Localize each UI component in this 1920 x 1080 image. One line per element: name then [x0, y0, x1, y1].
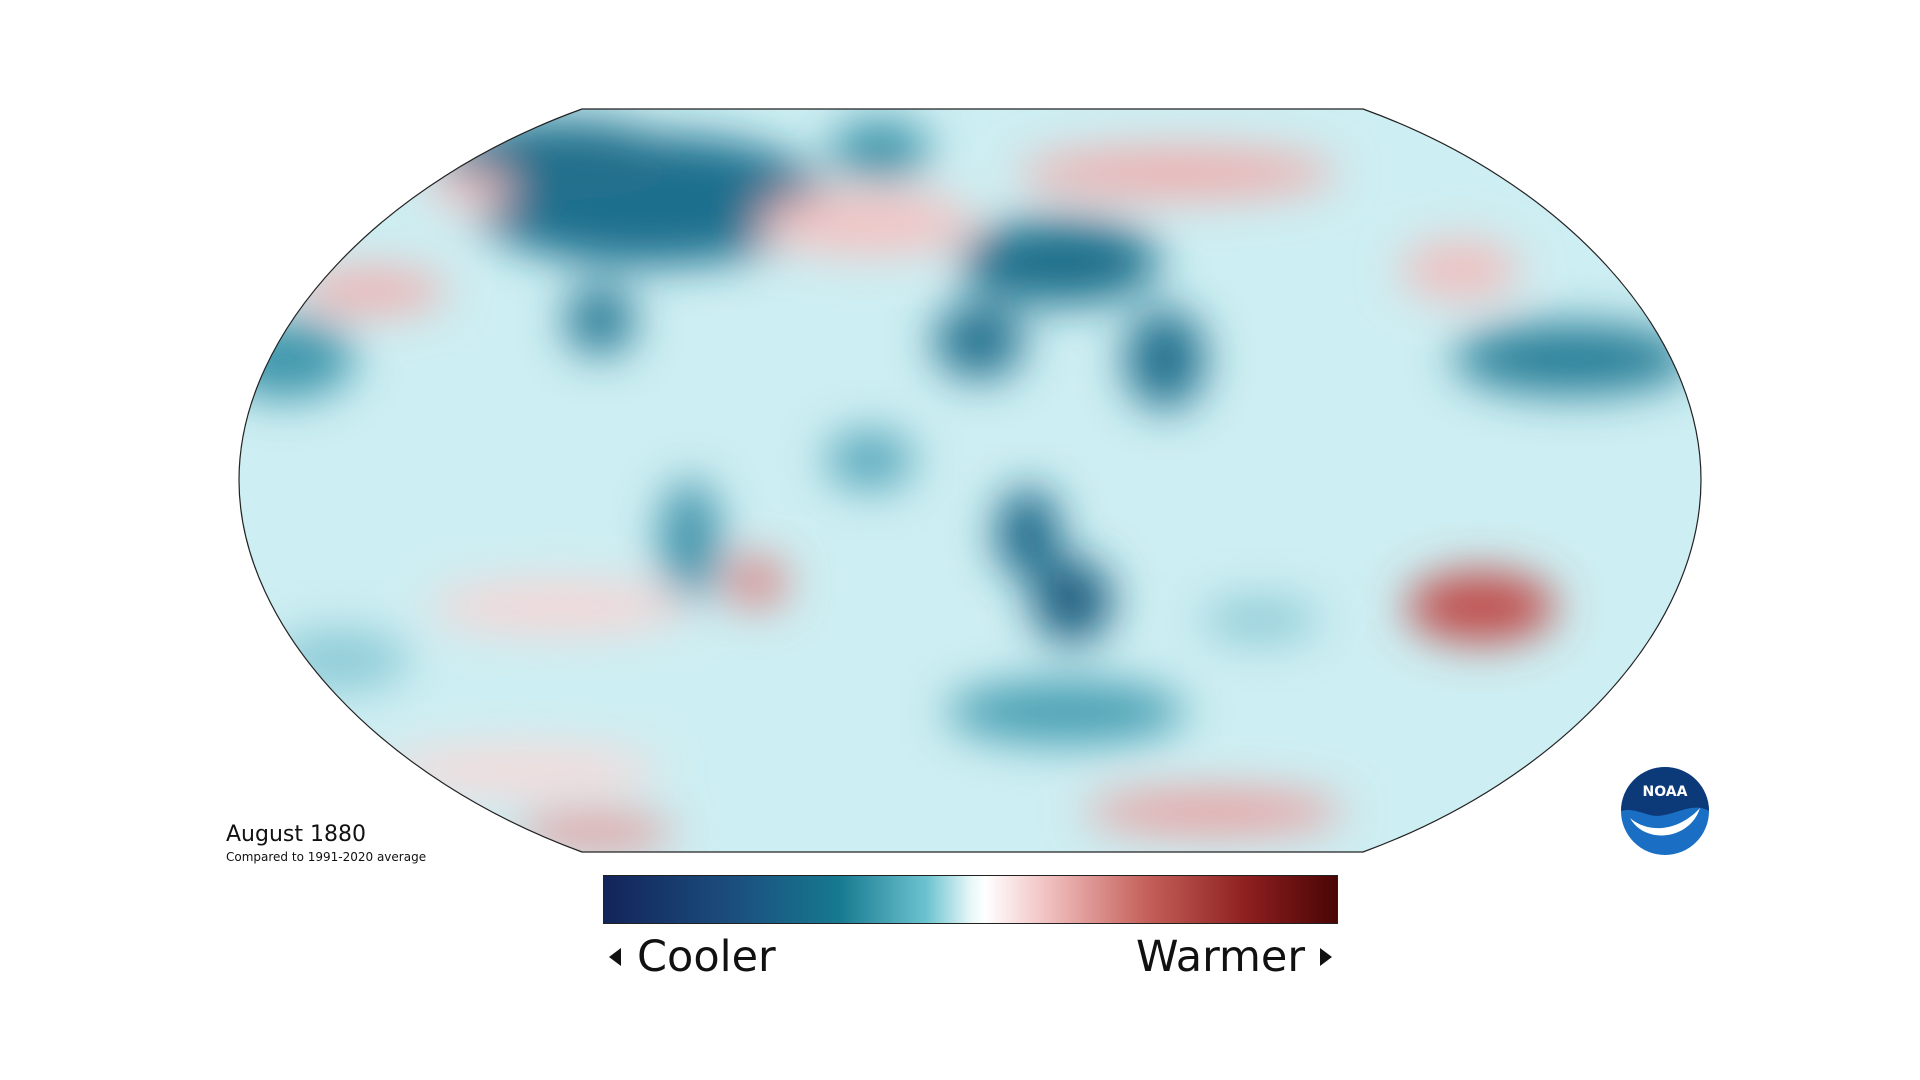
legend-low-label: Cooler: [637, 932, 776, 982]
anomaly-field: [239, 109, 1701, 852]
logo-text: NOAA: [1643, 784, 1688, 800]
color-scale: [603, 875, 1338, 924]
map-subtitle: Compared to 1991-2020 average: [226, 850, 427, 864]
map-outline: [238, 108, 1702, 853]
arrow-left: [609, 948, 621, 966]
map-title: August 1880: [226, 822, 366, 847]
arrow-right: [1320, 948, 1332, 966]
noaa-logo: NOAA: [1621, 767, 1709, 855]
legend-high-label: Warmer: [1136, 932, 1306, 982]
